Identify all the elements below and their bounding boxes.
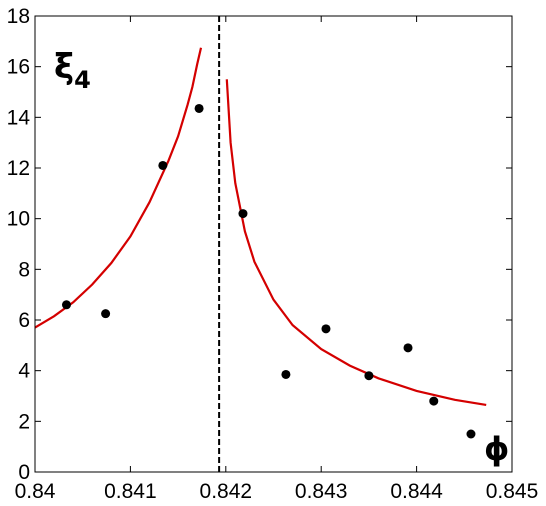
x-tick-label: 0.843 <box>295 480 348 503</box>
plot-area <box>34 16 487 472</box>
y-axis-label-main: ξ <box>54 47 74 87</box>
data-point <box>429 396 439 406</box>
data-point <box>194 103 204 113</box>
y-tick-label: 8 <box>18 258 30 281</box>
y-tick-label: 6 <box>18 309 30 332</box>
y-tick-label: 4 <box>18 360 30 383</box>
data-point <box>466 429 476 439</box>
axes <box>34 15 513 473</box>
y-tick-label: 10 <box>7 208 30 231</box>
x-tick-label: 0.84 <box>15 480 56 503</box>
x-tick-label: 0.841 <box>104 480 157 503</box>
y-tick-label: 18 <box>7 5 30 28</box>
data-point <box>238 209 248 219</box>
data-point <box>281 369 291 379</box>
y-tick-label: 0 <box>18 461 30 484</box>
data-point <box>61 300 71 310</box>
data-point <box>158 160 168 170</box>
x-tick-label: 0.845 <box>486 480 539 503</box>
ticks: 0.84 0.841 0.842 0.843 0.844 0.845 0 2 4 6 8 10 12 14… <box>7 5 539 503</box>
fit-right-curve <box>225 79 487 406</box>
fit-left-curve <box>34 47 203 329</box>
data-point <box>101 309 111 319</box>
y-tick-label: 14 <box>7 106 31 129</box>
plot-frame <box>34 15 513 473</box>
y-axis-label: ξ4 <box>54 47 91 94</box>
data-point <box>403 343 413 353</box>
y-tick-label: 2 <box>18 410 30 433</box>
y-tick-label: 12 <box>7 157 30 180</box>
data-point <box>364 371 374 381</box>
y-axis-label-subscript: 4 <box>74 66 91 94</box>
y-tick-label: 16 <box>7 56 30 79</box>
x-tick-label: 0.842 <box>200 480 253 503</box>
x-axis-label: ϕ <box>484 430 509 468</box>
x-tick-label: 0.844 <box>390 480 443 503</box>
data-point <box>321 324 331 334</box>
